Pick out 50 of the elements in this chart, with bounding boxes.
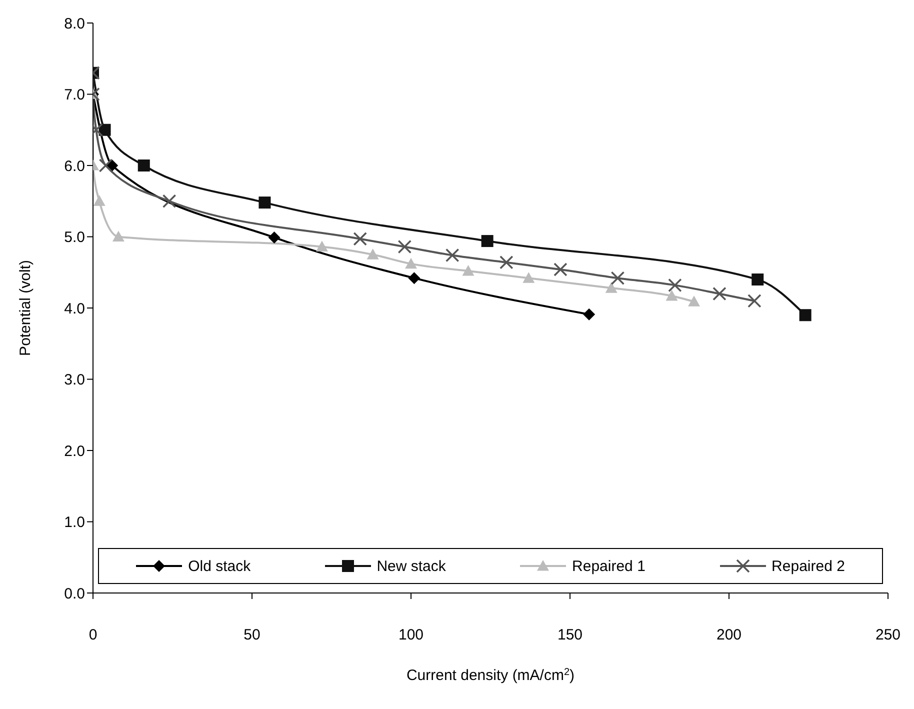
point — [462, 264, 474, 276]
point — [668, 278, 682, 292]
point — [712, 286, 726, 301]
legend-label: Old stack — [187, 558, 251, 574]
point — [353, 232, 368, 246]
y-tick-label: 5.0 — [64, 229, 85, 246]
y-tick-label: 3.0 — [64, 372, 85, 389]
y-tick-label: 8.0 — [64, 15, 85, 32]
point — [752, 274, 764, 286]
point — [583, 308, 596, 320]
x-tick-label: 0 — [88, 626, 98, 644]
y-tick-label: 1.0 — [64, 514, 85, 532]
point — [500, 255, 514, 270]
point — [93, 195, 106, 206]
y-tick-label: 4.0 — [64, 300, 85, 318]
point — [481, 235, 494, 248]
point — [268, 231, 280, 244]
point — [138, 160, 150, 172]
point — [554, 262, 568, 276]
x-axis-title: Current density (mA/cm$^{2}$) — [406, 666, 575, 684]
point — [666, 290, 678, 301]
point — [366, 248, 379, 260]
point — [398, 240, 412, 254]
x-tick-label: 50 — [244, 626, 260, 644]
legend-label: New stack — [376, 558, 446, 574]
point — [162, 194, 176, 208]
y-tick-label: 6.0 — [64, 158, 85, 175]
point — [799, 309, 812, 322]
y-axis-title: Potential (volt) — [17, 260, 34, 356]
x-tick-label: 200 — [716, 626, 742, 644]
point — [98, 158, 113, 172]
point — [688, 296, 700, 306]
point — [748, 294, 762, 308]
x-tick-label: 250 — [875, 626, 901, 644]
point — [522, 272, 535, 283]
y-tick-label: 7.0 — [64, 86, 85, 104]
point — [405, 258, 417, 269]
y-tick-label: 2.0 — [64, 442, 85, 460]
y-tick-label: 0.0 — [64, 585, 85, 602]
point — [605, 282, 618, 293]
point — [408, 272, 420, 284]
legend-label: Repaired 2 — [770, 558, 845, 574]
point — [316, 240, 328, 252]
point — [112, 230, 124, 242]
legend-label: Repaired 1 — [571, 558, 646, 574]
point — [258, 196, 271, 209]
x-tick-label: 100 — [398, 626, 424, 644]
x-tick-label: 150 — [557, 626, 583, 644]
point — [445, 248, 460, 262]
point — [610, 271, 625, 285]
